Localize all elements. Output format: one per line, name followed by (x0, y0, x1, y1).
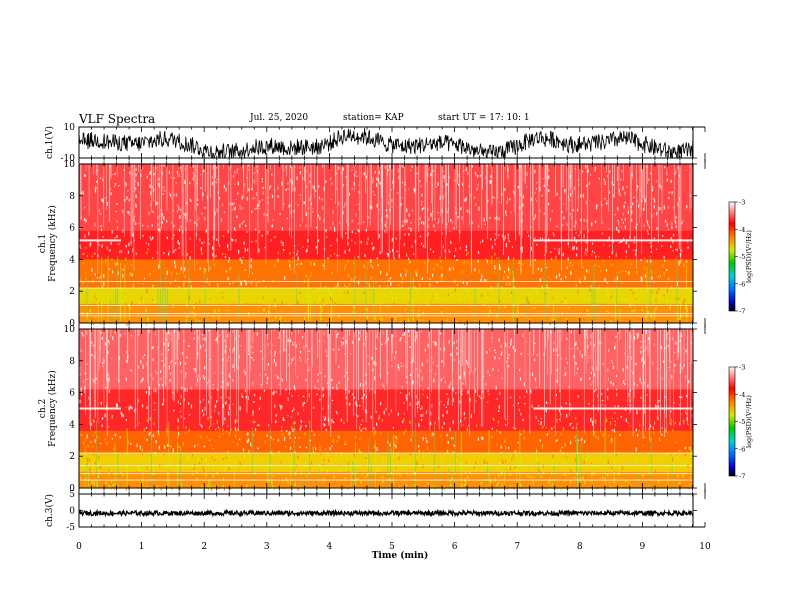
colorbar-tick-label: -6 (739, 445, 745, 453)
y-axis-label: ch.1(V) (44, 126, 55, 159)
y-tick-label: 4 (69, 420, 75, 430)
y-tick-label: 5 (69, 490, 75, 500)
ch3-waveform-trace (78, 508, 694, 518)
colorbar-ch1 (728, 201, 736, 312)
y-tick-label: 8 (69, 192, 75, 202)
x-tick-label: 4 (327, 542, 333, 552)
y-axis-label: Frequency (kHz) (47, 205, 58, 282)
y-tick-label: 6 (69, 224, 75, 234)
colorbar-ch2 (728, 366, 736, 477)
panel-frame-2 (78, 163, 694, 324)
x-tick-label: 1 (139, 542, 145, 552)
x-tick-label: 0 (76, 542, 82, 552)
y-axis-label: ch.1 (38, 234, 48, 253)
y-tick-label: 2 (69, 287, 75, 297)
y-tick-label: 6 (69, 389, 75, 399)
panel-frame-3 (78, 328, 694, 489)
y-axis-label: ch.3(V) (44, 494, 55, 527)
y-axis-label: ch.2 (38, 399, 48, 418)
colorbar-label: log(PSD)(V²/Hz) (745, 230, 753, 283)
colorbar-tick-label: -4 (739, 391, 745, 399)
start-time-label: start UT = 17: 10: 1 (438, 113, 530, 123)
x-tick-label: 6 (452, 542, 458, 552)
x-tick-label: 5 (389, 542, 395, 552)
ch1-waveform-trace (78, 128, 694, 160)
colorbar-tick-label: -4 (739, 226, 745, 234)
y-axis-label: Frequency (kHz) (47, 370, 58, 447)
colorbar-tick-label: -5 (739, 418, 745, 426)
colorbar-tick-label: -7 (739, 308, 745, 316)
y-tick-label: 10 (64, 123, 76, 133)
panel-frame-4 (78, 493, 694, 528)
x-tick-label: 3 (264, 542, 270, 552)
y-tick-label: 0 (69, 484, 75, 494)
y-tick-label: 10 (64, 325, 76, 335)
x-tick-label: 10 (699, 542, 711, 552)
spectrogram-image-ch2 (79, 329, 694, 492)
x-axis-label: Time (min) (372, 550, 429, 561)
panel-frame-1 (78, 126, 694, 159)
figure-title: VLF Spectra (79, 112, 156, 126)
colorbar-tick-label: -6 (739, 280, 745, 288)
y-tick-label: -10 (61, 154, 76, 164)
colorbar-tick-label: -3 (739, 364, 745, 372)
colorbar-label: log(PSD)(V²/Hz) (745, 395, 753, 448)
y-tick-label: 10 (64, 160, 76, 170)
x-tick-label: 9 (640, 542, 646, 552)
y-tick-label: 4 (69, 255, 75, 265)
y-tick-label: 0 (69, 319, 75, 329)
colorbar-tick-label: -3 (739, 199, 745, 207)
x-tick-label: 2 (201, 542, 207, 552)
spectrogram-image-ch1 (78, 164, 694, 327)
date-label: Jul. 25, 2020 (250, 113, 309, 123)
station-label: station= KAP (343, 113, 404, 123)
colorbar-tick-label: -5 (739, 253, 745, 261)
y-tick-label: 0 (69, 507, 75, 517)
y-tick-label: 8 (69, 357, 75, 367)
y-tick-label: 2 (69, 452, 75, 462)
x-tick-label: 8 (577, 542, 583, 552)
x-tick-label: 7 (514, 542, 520, 552)
colorbar-tick-label: -7 (739, 473, 745, 481)
y-tick-label: -5 (66, 523, 75, 533)
